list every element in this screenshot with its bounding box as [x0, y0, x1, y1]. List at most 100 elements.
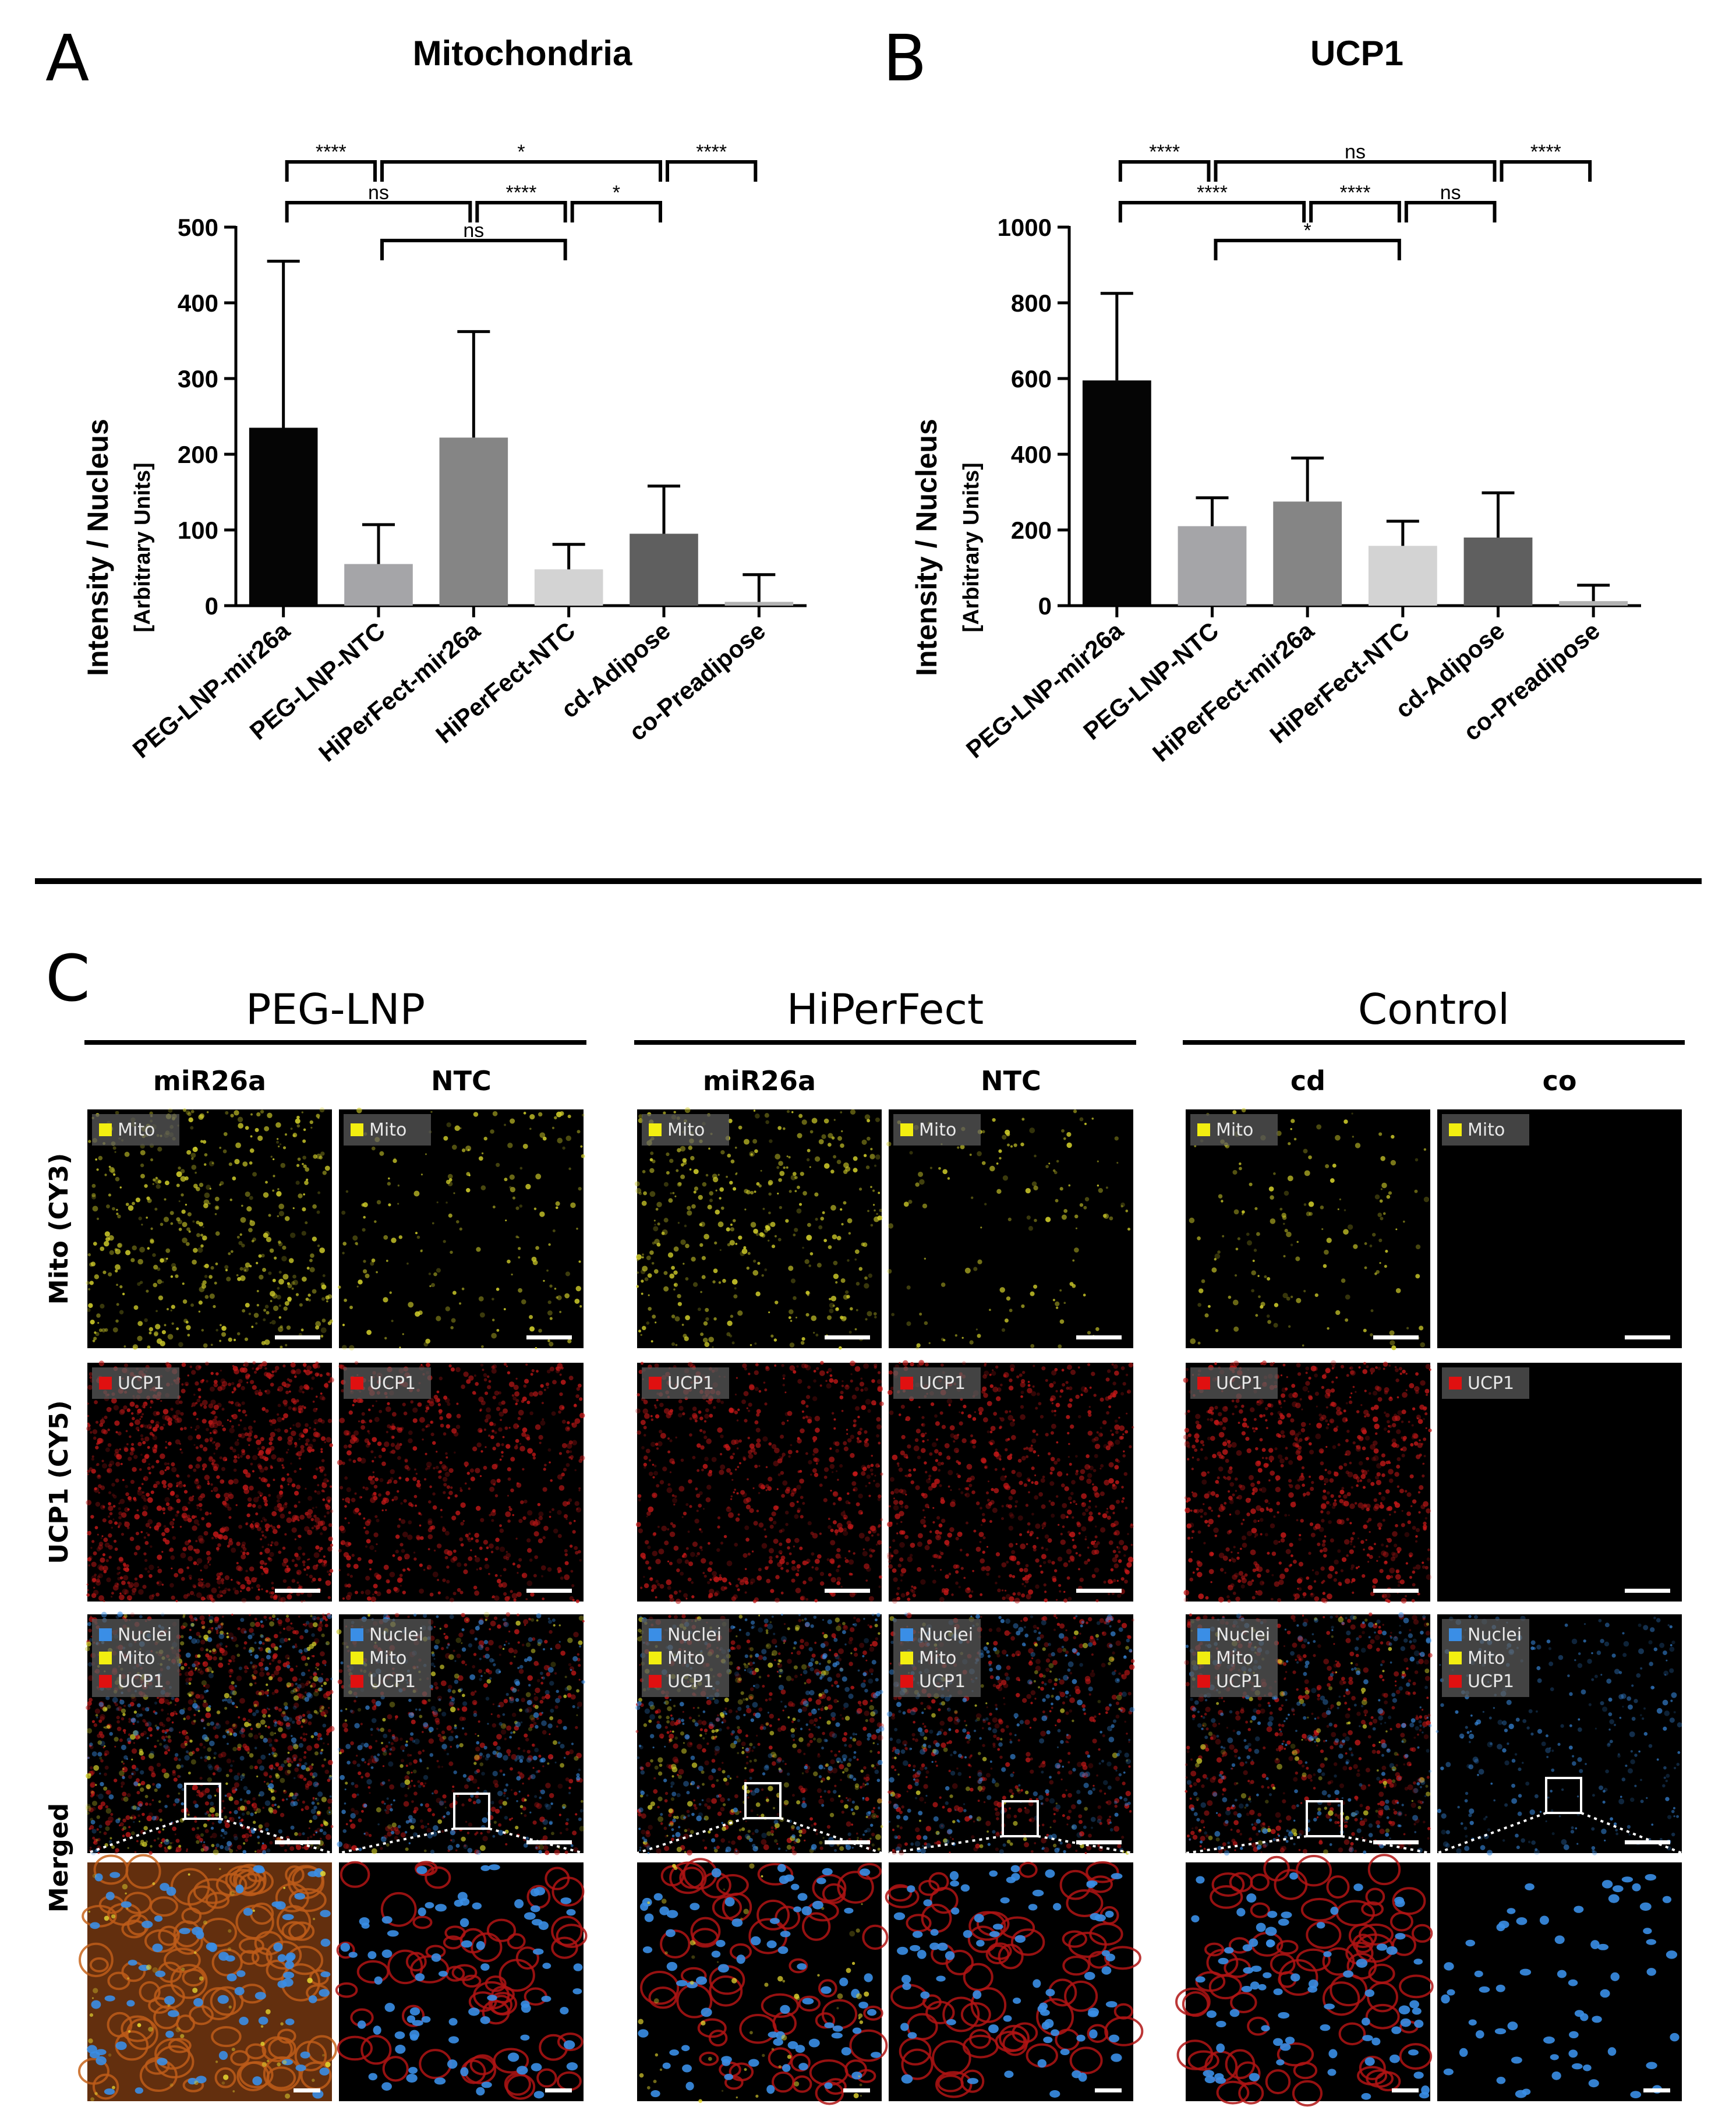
signal-speck [436, 1268, 441, 1273]
signal-speck [128, 1703, 132, 1708]
signal-speck [116, 1720, 120, 1724]
signal-speck [112, 1173, 116, 1176]
signal-speck [178, 1200, 181, 1203]
signal-speck [506, 1749, 511, 1754]
signal-speck [122, 1728, 126, 1733]
signal-speck [434, 1639, 440, 1645]
signal-speck [470, 1549, 472, 1551]
signal-speck [461, 1836, 466, 1842]
signal-speck [166, 1257, 168, 1260]
signal-speck [386, 1260, 388, 1262]
nucleus [243, 1907, 253, 1916]
nucleus [104, 1995, 115, 2002]
signal-speck [94, 1274, 100, 1279]
signal-speck [314, 1490, 317, 1493]
signal-speck [415, 1472, 418, 1475]
signal-speck [112, 1327, 118, 1332]
signal-speck [490, 1713, 493, 1715]
signal-speck [515, 1206, 519, 1210]
signal-speck [211, 1627, 214, 1629]
signal-speck [325, 1385, 329, 1389]
signal-speck [126, 1564, 129, 1568]
signal-speck [255, 1723, 261, 1728]
signal-speck [264, 1666, 269, 1671]
signal-speck [203, 1581, 205, 1583]
signal-speck [87, 1589, 89, 1591]
signal-speck [188, 1435, 193, 1441]
signal-speck [321, 1764, 325, 1767]
signal-speck [271, 1804, 275, 1807]
signal-speck [196, 1417, 199, 1420]
signal-speck [193, 1394, 196, 1396]
signal-speck [198, 1300, 203, 1305]
signal-speck [399, 1585, 402, 1587]
signal-speck [246, 1551, 250, 1556]
signal-speck [307, 1657, 310, 1660]
signal-speck [107, 1705, 111, 1709]
signal-speck [397, 1577, 403, 1583]
bar-hiperfect-mir26a [1273, 501, 1342, 606]
signal-speck [213, 1466, 218, 1472]
signal-speck [505, 1553, 511, 1558]
signal-speck [159, 1742, 162, 1746]
signal-speck [181, 1635, 184, 1639]
signal-speck [492, 1364, 497, 1369]
signal-speck [93, 1723, 98, 1727]
signal-speck [555, 1201, 560, 1206]
signal-speck [527, 1675, 533, 1681]
signal-speck [392, 1554, 395, 1557]
signal-speck [182, 1730, 188, 1735]
nucleus [252, 2076, 262, 2085]
signal-speck [251, 1239, 254, 1243]
signal-speck [301, 1111, 304, 1113]
signal-speck [538, 1511, 544, 1517]
signal-speck [162, 1745, 166, 1748]
signal-speck [131, 1748, 137, 1754]
signal-speck [200, 1848, 204, 1852]
signal-speck [402, 1590, 406, 1595]
signal-speck [165, 1466, 170, 1470]
signal-speck [376, 1807, 381, 1813]
signal-speck [313, 1731, 318, 1736]
signal-speck [522, 1468, 525, 1471]
signal-speck [211, 1833, 217, 1839]
signal-speck [524, 1500, 528, 1504]
signal-speck [150, 1734, 153, 1737]
signal-speck [503, 1792, 506, 1795]
signal-speck [320, 1335, 324, 1338]
signal-speck [517, 1747, 521, 1750]
signal-speck [233, 1732, 238, 1737]
signal-speck [532, 1767, 535, 1769]
signal-speck [96, 1217, 100, 1220]
signal-speck [204, 1829, 209, 1833]
signal-speck [567, 1421, 570, 1424]
signal-speck [263, 1232, 268, 1238]
signal-speck [174, 1703, 176, 1706]
signal-speck [190, 1303, 195, 1307]
signal-speck [527, 1510, 533, 1516]
signal-speck [215, 1723, 221, 1730]
signal-speck [171, 1841, 174, 1844]
signal-speck [440, 1508, 443, 1512]
x-tick-label: PEG-LNP-mir26a [961, 616, 1129, 763]
signal-speck [139, 1820, 141, 1823]
signal-speck [267, 1694, 269, 1697]
signal-speck [245, 1373, 250, 1378]
signal-speck [128, 1774, 133, 1779]
signal-speck [437, 1708, 442, 1712]
signal-speck [164, 1731, 167, 1734]
signal-speck [374, 1220, 377, 1223]
signal-speck [451, 1515, 457, 1521]
signal-speck [163, 1525, 167, 1528]
signal-speck [573, 1404, 577, 1408]
signal-speck [505, 1551, 508, 1553]
signal-speck [277, 1805, 280, 1809]
signal-speck [264, 1800, 271, 1807]
signal-speck [374, 1456, 376, 1459]
signal-speck [225, 1720, 229, 1725]
signal-speck [285, 1451, 288, 1454]
scale-bar [294, 2088, 320, 2092]
signal-speck [166, 1307, 169, 1310]
signal-speck [240, 1433, 246, 1438]
signal-speck [167, 1487, 169, 1490]
